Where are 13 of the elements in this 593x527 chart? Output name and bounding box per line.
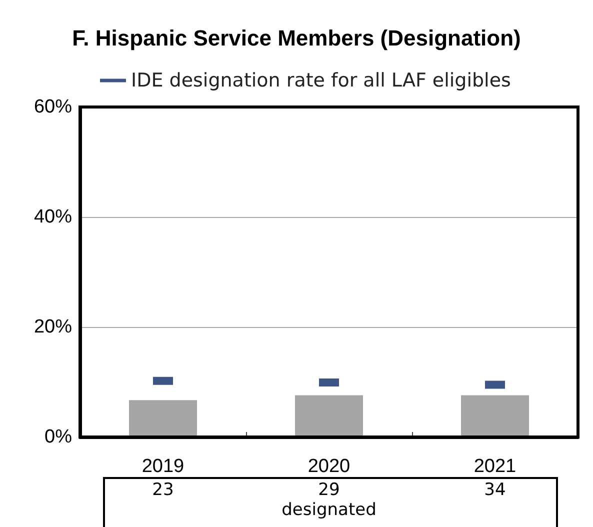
- x-tick-label: 2021: [474, 456, 516, 477]
- text: 29: [318, 480, 340, 500]
- text: designated: [282, 500, 376, 520]
- x-tick-label: 2020: [308, 456, 350, 477]
- y-tick-label: 20%: [34, 316, 72, 338]
- chart-title: F. Hispanic Service Members (Designation): [72, 26, 521, 50]
- text: 23: [152, 480, 174, 500]
- text: 34: [484, 480, 506, 500]
- y-tick-label: 0%: [44, 426, 72, 448]
- legend-label: IDE designation rate for all LAF eligibles: [131, 70, 511, 92]
- x-tick-label: 2019: [142, 456, 184, 477]
- y-tick-label: 60%: [34, 96, 72, 118]
- y-tick-label: 40%: [34, 206, 72, 228]
